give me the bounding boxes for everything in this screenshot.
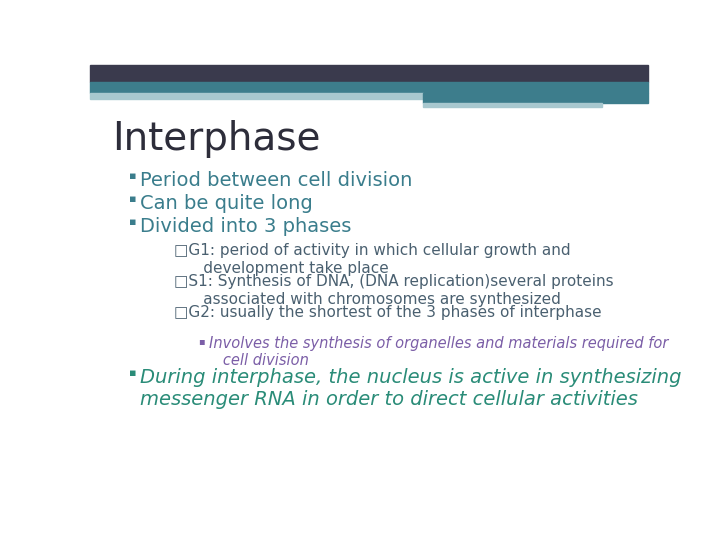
Text: ▪: ▪ xyxy=(129,194,136,204)
Text: Interphase: Interphase xyxy=(112,120,320,158)
Text: □S1: Synthesis of DNA, (DNA replication)several proteins
      associated with c: □S1: Synthesis of DNA, (DNA replication)… xyxy=(174,274,613,307)
Text: Can be quite long: Can be quite long xyxy=(140,194,313,213)
Bar xyxy=(90,65,648,82)
Bar xyxy=(423,103,601,107)
Text: ▪: ▪ xyxy=(129,217,136,227)
Text: During interphase, the nucleus is active in synthesizing
messenger RNA in order : During interphase, the nucleus is active… xyxy=(140,368,682,409)
Text: ▪: ▪ xyxy=(129,171,136,181)
Bar xyxy=(90,82,648,92)
Text: Divided into 3 phases: Divided into 3 phases xyxy=(140,217,352,237)
Bar xyxy=(423,92,648,103)
Bar xyxy=(90,92,423,99)
Text: ▪: ▪ xyxy=(199,336,205,346)
Text: Involves the synthesis of organelles and materials required for
   cell division: Involves the synthesis of organelles and… xyxy=(209,336,668,368)
Text: □G2: usually the shortest of the 3 phases of interphase: □G2: usually the shortest of the 3 phase… xyxy=(174,305,601,320)
Text: □G1: period of activity in which cellular growth and
      development take plac: □G1: period of activity in which cellula… xyxy=(174,244,570,276)
Text: ▪: ▪ xyxy=(129,368,136,378)
Text: Period between cell division: Period between cell division xyxy=(140,171,413,190)
